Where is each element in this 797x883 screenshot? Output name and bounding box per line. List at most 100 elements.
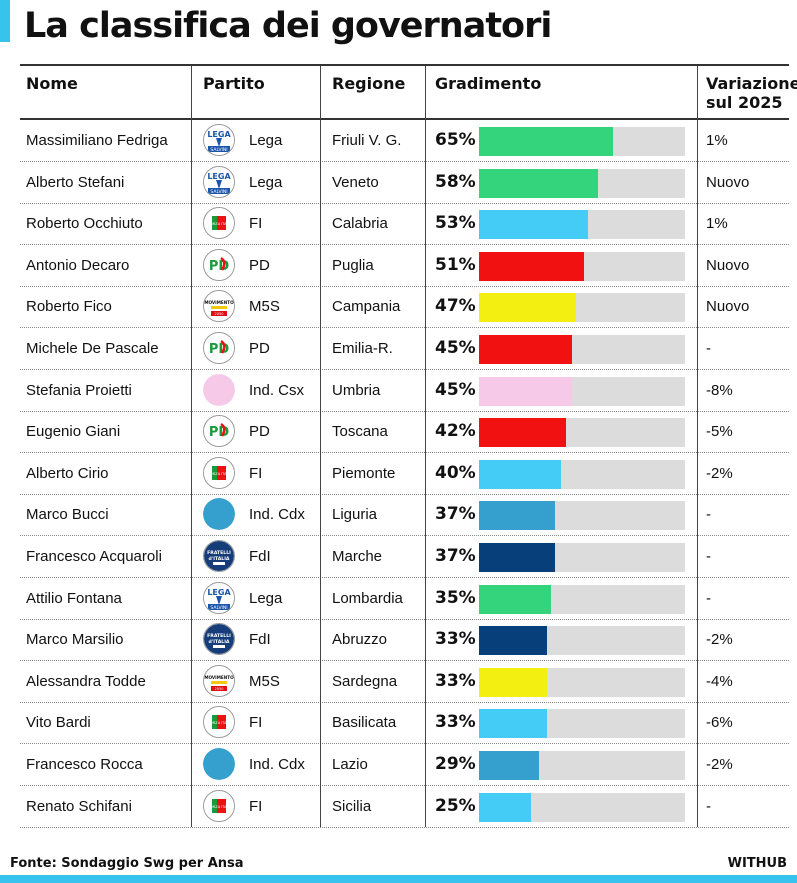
table-row: Marco Bucci Ind. Cdx Liguria 37% - xyxy=(20,494,789,537)
rating-bar-track xyxy=(479,210,685,240)
governor-name: Alberto Stefani xyxy=(26,173,125,191)
rating-data-label: 29% xyxy=(435,754,476,774)
brand-label: WITHUB xyxy=(727,856,787,871)
rating-bar-track xyxy=(479,459,685,489)
party-name: FdI xyxy=(249,631,271,649)
rating-data-label: 37% xyxy=(435,546,476,566)
table-row: Renato Schifani FORZA ITALIA FI Sicilia 25% - xyxy=(20,786,789,828)
table-row: Alberto Stefani LEGA SALVINI Lega Veneto 58% N… xyxy=(20,162,789,204)
rating-bar-track xyxy=(479,501,685,531)
governor-name: Roberto Fico xyxy=(26,298,112,316)
col-header-party: Partito xyxy=(203,74,265,93)
change-value: Nuovo xyxy=(706,298,750,316)
rating-data-label: 33% xyxy=(435,712,476,733)
governor-name: Alberto Cirio xyxy=(26,464,109,482)
rating-data-label: 33% xyxy=(435,670,476,691)
region-name: Puglia xyxy=(332,256,374,274)
table-row: Francesco Acquaroli FRATELLI d'ITALIA FdI Ma… xyxy=(20,536,789,578)
party-name: Ind. Csx xyxy=(249,381,305,399)
table-row: Roberto Fico MOVIMENTO 2050 M5S Campania 47% N… xyxy=(20,286,789,329)
table-row: Massimiliano Fedriga LEGA SALVINI Lega Friul… xyxy=(20,120,789,162)
svg-text:LEGA: LEGA xyxy=(207,588,231,597)
change-value: -4% xyxy=(706,672,733,690)
bottom-accent-bar xyxy=(0,875,797,883)
region-name: Toscana xyxy=(332,423,388,441)
rating-bar-track xyxy=(479,168,685,198)
table-row: Antonio Decaro PD PD Puglia 51% Nuovo xyxy=(20,245,789,287)
rating-bar xyxy=(479,543,556,572)
rating-bar xyxy=(479,459,562,489)
rating-bar xyxy=(479,709,547,739)
region-name: Lombardia xyxy=(332,589,403,607)
region-name: Veneto xyxy=(332,173,379,191)
forza-italia-logo-icon: FORZA ITALIA xyxy=(203,706,235,739)
governor-name: Eugenio Giani xyxy=(26,423,121,441)
party-name: M5S xyxy=(249,298,280,316)
party-name: Lega xyxy=(249,173,283,191)
governor-name: Renato Schifani xyxy=(26,797,132,815)
table-row: Alberto Cirio FORZA ITALIA FI Piemonte 40% -2… xyxy=(20,453,789,495)
rating-bar xyxy=(479,751,539,780)
source-note: Fonte: Sondaggio Swg per Ansa xyxy=(10,856,244,871)
col-header-rating: Gradimento xyxy=(435,74,542,93)
governor-name: Stefania Proietti xyxy=(26,381,132,399)
governor-name: Francesco Rocca xyxy=(26,756,143,773)
party-name: FI xyxy=(249,714,263,732)
svg-text:PD: PD xyxy=(209,259,230,274)
change-value: 1% xyxy=(706,132,728,149)
party-name: FdI xyxy=(249,548,271,565)
lega-logo-icon: LEGA SALVINI xyxy=(203,124,235,156)
rating-bar-track xyxy=(479,251,685,281)
rating-bar-track xyxy=(479,584,685,614)
change-value: - xyxy=(706,797,711,815)
rating-bar-track xyxy=(479,751,685,780)
change-value: Nuovo xyxy=(706,173,750,191)
rating-bar-track xyxy=(479,418,685,448)
svg-text:FRATELLI: FRATELLI xyxy=(207,550,231,556)
rating-bar xyxy=(479,792,531,822)
col-header-change: Variazione sul 2025 xyxy=(706,74,797,112)
column-divider xyxy=(320,66,321,828)
rating-bar-track xyxy=(479,626,685,656)
forza-italia-logo-icon: FORZA ITALIA xyxy=(203,456,235,489)
lega-logo-icon: LEGA SALVINI xyxy=(203,581,235,614)
svg-text:LEGA: LEGA xyxy=(207,130,231,139)
rating-data-label: 45% xyxy=(435,379,476,400)
region-name: Lazio xyxy=(332,756,368,773)
column-divider xyxy=(425,66,426,828)
change-value: - xyxy=(706,589,711,607)
svg-text:FORZA ITALIA: FORZA ITALIA xyxy=(208,805,232,809)
region-name: Sicilia xyxy=(332,797,372,815)
governor-name: Marco Bucci xyxy=(26,506,109,524)
forza-italia-logo-icon: FORZA ITALIA xyxy=(203,789,235,822)
table-row: Alessandra Todde MOVIMENTO 2050 M5S Sardegna… xyxy=(20,661,789,703)
table-row: Attilio Fontana LEGA SALVINI Lega Lombardia 3… xyxy=(20,578,789,620)
rating-data-label: 25% xyxy=(435,795,476,816)
svg-text:MOVIMENTO: MOVIMENTO xyxy=(204,675,234,680)
rating-data-label: 33% xyxy=(435,629,476,650)
fdi-logo-icon: FRATELLI d'ITALIA xyxy=(203,540,235,572)
rating-bar xyxy=(479,667,547,697)
pd-logo-icon: PD xyxy=(203,415,235,448)
svg-text:FORZA ITALIA: FORZA ITALIA xyxy=(208,721,232,725)
rating-data-label: 47% xyxy=(435,296,476,317)
m5s-logo-icon: MOVIMENTO 2050 xyxy=(203,664,235,697)
rating-bar-track xyxy=(479,543,685,572)
change-value: -5% xyxy=(706,423,733,441)
party-name: Ind. Cdx xyxy=(249,756,305,773)
svg-text:FORZA ITALIA: FORZA ITALIA xyxy=(208,222,232,226)
region-name: Piemonte xyxy=(332,464,396,482)
col-header-change-line1: Variazione xyxy=(706,74,797,93)
svg-text:PD: PD xyxy=(209,342,230,357)
pd-logo-icon: PD xyxy=(203,248,235,281)
governor-name: Massimiliano Fedriga xyxy=(26,132,168,149)
change-value: -2% xyxy=(706,464,733,482)
svg-text:SALVINI: SALVINI xyxy=(210,605,227,611)
governor-name: Antonio Decaro xyxy=(26,256,130,274)
region-name: Umbria xyxy=(332,381,381,399)
m5s-logo-icon: MOVIMENTO 2050 xyxy=(203,290,235,323)
rating-data-label: 45% xyxy=(435,338,476,358)
forza-italia-logo-icon: FORZA ITALIA xyxy=(203,207,235,240)
party-name: M5S xyxy=(249,672,280,690)
rating-bar-track xyxy=(479,376,685,406)
